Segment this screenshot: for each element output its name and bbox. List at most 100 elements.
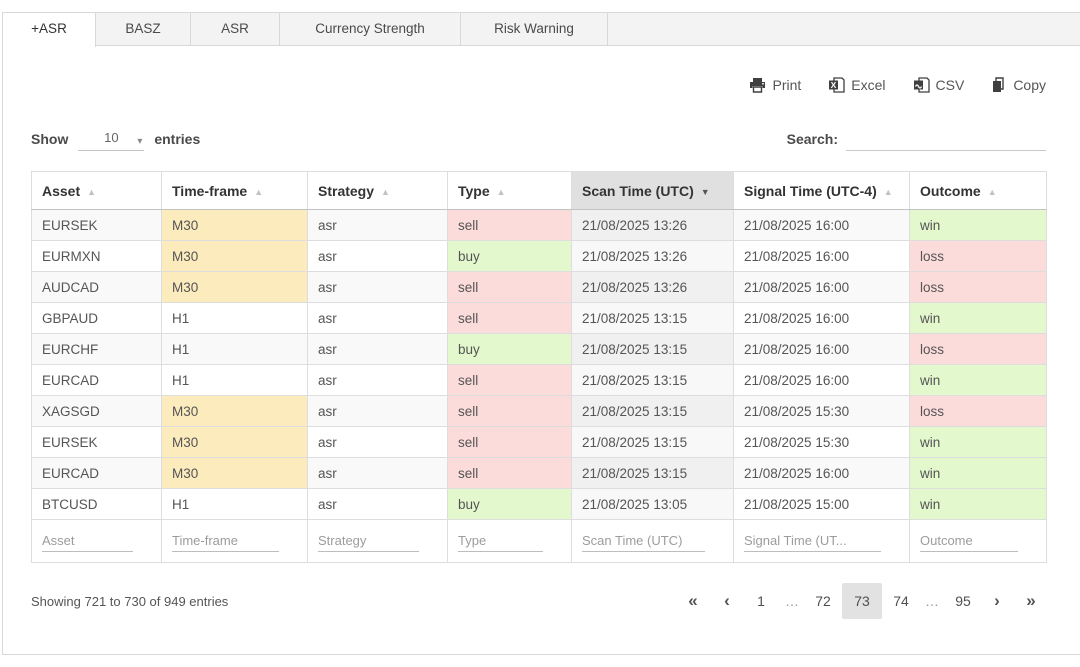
cell-scan-time: 21/08/2025 13:15 <box>571 302 734 334</box>
chevron-down-icon: ▾ <box>137 136 143 147</box>
page-length-control: Show 10 ▾ entries <box>31 127 200 151</box>
column-filter-input[interactable] <box>582 530 705 552</box>
show-label: Show <box>31 131 69 147</box>
cell-timeframe: H1 <box>161 333 308 365</box>
cell-strategy: asr <box>307 333 448 365</box>
sort-icon: ▲ <box>87 186 97 197</box>
cell-strategy: asr <box>307 457 448 489</box>
column-filter-input[interactable] <box>458 530 543 552</box>
excel-button[interactable]: X Excel <box>828 77 886 93</box>
cell-strategy: asr <box>307 488 448 520</box>
column-header-strategy[interactable]: Strategy ▲ <box>307 171 448 210</box>
page-button-74[interactable]: 74 <box>893 593 909 609</box>
filter-cell <box>161 519 308 563</box>
tab-plus-asr[interactable]: +ASR <box>3 13 96 47</box>
cell-type: sell <box>447 395 572 427</box>
cell-outcome: win <box>909 488 1047 520</box>
page-length-select[interactable]: 10 ▾ <box>78 127 145 151</box>
cell-type: sell <box>447 302 572 334</box>
cell-scan-time: 21/08/2025 13:15 <box>571 364 734 396</box>
copy-button[interactable]: Copy <box>991 77 1046 93</box>
cell-timeframe: H1 <box>161 302 308 334</box>
tab-currency-strength[interactable]: Currency Strength <box>280 13 461 46</box>
page-button-72[interactable]: 72 <box>815 593 831 609</box>
page-button-95[interactable]: 95 <box>955 593 971 609</box>
column-filter-input[interactable] <box>744 530 881 552</box>
cell-outcome: win <box>909 457 1047 489</box>
column-filter-input[interactable] <box>920 530 1018 552</box>
csv-label: CSV <box>935 77 965 93</box>
search-input[interactable] <box>846 127 1046 151</box>
page-button-1[interactable]: 1 <box>757 593 765 609</box>
cell-signal-time: 21/08/2025 15:30 <box>733 426 910 458</box>
column-header-signal-time[interactable]: Signal Time (UTC-4) ▲ <box>733 171 910 210</box>
cell-asset: EURCAD <box>31 457 162 489</box>
cell-type: buy <box>447 488 572 520</box>
cell-scan-time: 21/08/2025 13:15 <box>571 395 734 427</box>
tab-risk-warning[interactable]: Risk Warning <box>461 13 608 46</box>
cell-strategy: asr <box>307 364 448 396</box>
cell-strategy: asr <box>307 426 448 458</box>
cell-outcome: loss <box>909 240 1047 272</box>
table-row: EURCHF H1 asr buy 21/08/2025 13:15 21/08… <box>31 333 1047 365</box>
print-button[interactable]: Print <box>749 77 801 93</box>
table-header: Asset ▲ Time-frame ▲ Strategy ▲ Type ▲ Scan … <box>31 171 1047 210</box>
previous-page-button[interactable]: ‹ <box>724 591 730 610</box>
cell-timeframe: M30 <box>161 426 308 458</box>
last-page-button[interactable]: » <box>1026 591 1036 610</box>
column-filter-input[interactable] <box>172 530 279 552</box>
cell-strategy: asr <box>307 395 448 427</box>
cell-signal-time: 21/08/2025 16:00 <box>733 457 910 489</box>
cell-outcome: loss <box>909 333 1047 365</box>
cell-signal-time: 21/08/2025 15:00 <box>733 488 910 520</box>
table-controls: Show 10 ▾ entries Search: <box>31 118 1046 160</box>
cell-scan-time: 21/08/2025 13:26 <box>571 240 734 272</box>
cell-signal-time: 21/08/2025 16:00 <box>733 271 910 303</box>
table-row: GBPAUD H1 asr sell 21/08/2025 13:15 21/0… <box>31 302 1047 334</box>
copy-label: Copy <box>1013 77 1046 93</box>
cell-signal-time: 21/08/2025 16:00 <box>733 333 910 365</box>
sort-icon: ▲ <box>254 186 264 197</box>
cell-type: sell <box>447 209 572 241</box>
entries-label: entries <box>154 131 201 147</box>
table-row: EURCAD H1 asr sell 21/08/2025 13:15 21/0… <box>31 364 1047 396</box>
first-page-button[interactable]: « <box>688 591 698 610</box>
cell-timeframe: M30 <box>161 457 308 489</box>
sort-icon: ▲ <box>381 186 390 197</box>
column-filter-input[interactable] <box>318 530 419 552</box>
next-page-button[interactable]: › <box>994 591 1000 610</box>
cell-strategy: asr <box>307 271 448 303</box>
cell-outcome: loss <box>909 271 1047 303</box>
sort-icon: ▼ <box>700 186 710 197</box>
signals-panel: +ASR BASZ ASR Currency Strength Risk War… <box>2 12 1080 655</box>
column-header-asset[interactable]: Asset ▲ <box>31 171 162 210</box>
column-header-timeframe[interactable]: Time-frame ▲ <box>161 171 308 210</box>
cell-asset: EURSEK <box>31 426 162 458</box>
cell-timeframe: M30 <box>161 271 308 303</box>
copy-icon <box>991 77 1007 93</box>
pagination-ellipsis: … <box>925 593 939 609</box>
tab-asr[interactable]: ASR <box>191 13 280 46</box>
print-icon <box>749 77 766 93</box>
page-button-73[interactable]: 73 <box>842 583 882 619</box>
cell-signal-time: 21/08/2025 16:00 <box>733 240 910 272</box>
column-filter-input[interactable] <box>42 530 133 552</box>
sort-icon: ▲ <box>883 186 893 197</box>
column-header-type[interactable]: Type ▲ <box>447 171 572 210</box>
cell-asset: GBPAUD <box>31 302 162 334</box>
csv-icon <box>913 77 930 93</box>
search-label: Search: <box>786 131 838 147</box>
sort-icon: ▲ <box>987 186 997 197</box>
column-header-outcome[interactable]: Outcome ▲ <box>909 171 1047 210</box>
cell-type: buy <box>447 333 572 365</box>
column-header-scan-time[interactable]: Scan Time (UTC) ▼ <box>571 171 734 210</box>
cell-signal-time: 21/08/2025 16:00 <box>733 209 910 241</box>
cell-timeframe: H1 <box>161 364 308 396</box>
cell-asset: EURSEK <box>31 209 162 241</box>
page-length-value: 10 <box>104 130 119 145</box>
tab-basz[interactable]: BASZ <box>96 13 191 46</box>
filter-cell <box>909 519 1047 563</box>
cell-scan-time: 21/08/2025 13:15 <box>571 333 734 365</box>
filter-cell <box>571 519 734 563</box>
csv-button[interactable]: CSV <box>913 77 965 93</box>
